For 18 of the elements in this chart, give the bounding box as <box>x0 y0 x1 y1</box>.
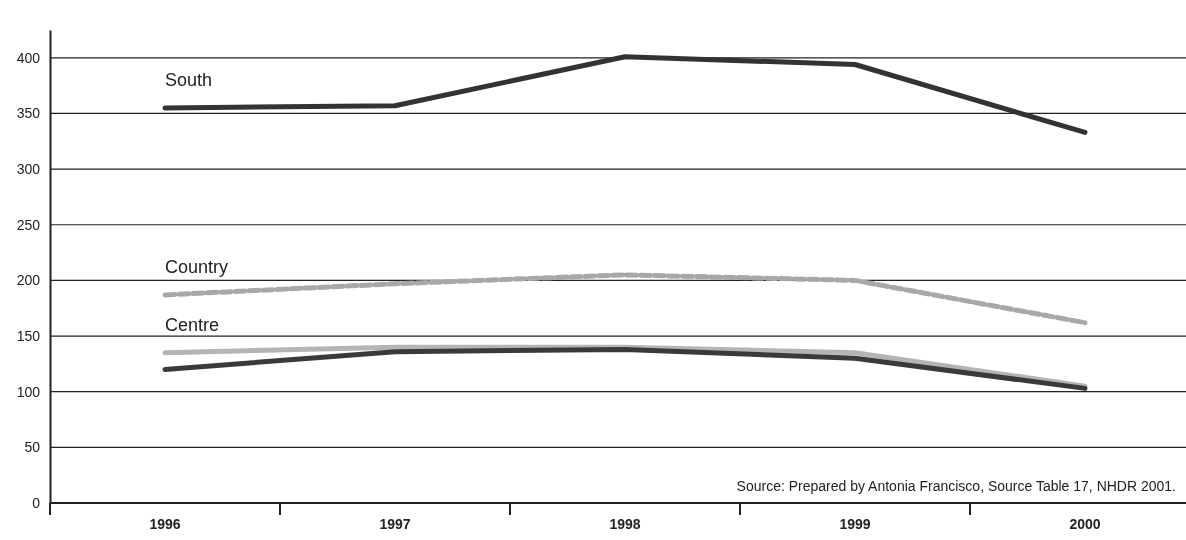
series-label: Centre <box>165 314 220 335</box>
x-tick-label: 1997 <box>379 515 411 532</box>
x-tick-label: 1996 <box>149 515 181 532</box>
x-tick-label: 1999 <box>839 515 871 532</box>
y-tick-label: 250 <box>16 216 41 233</box>
series-label: Country <box>165 256 229 277</box>
y-tick-label: 50 <box>24 439 41 456</box>
series-label: South <box>165 69 213 90</box>
y-tick-label: 150 <box>16 328 41 345</box>
y-tick-label: 100 <box>16 383 41 400</box>
y-tick-label: 350 <box>16 105 41 122</box>
x-tick-label: 1998 <box>609 515 641 532</box>
y-tick-label: 0 <box>32 494 41 511</box>
annotation: Source: Prepared by Antonia Francisco, Source Table 17, NHDR 2001. <box>736 478 1176 494</box>
y-tick-label: 200 <box>16 272 41 289</box>
y-tick-label: 400 <box>16 49 41 66</box>
x-tick-label: 2000 <box>1069 515 1101 532</box>
y-tick-label: 300 <box>16 161 41 178</box>
